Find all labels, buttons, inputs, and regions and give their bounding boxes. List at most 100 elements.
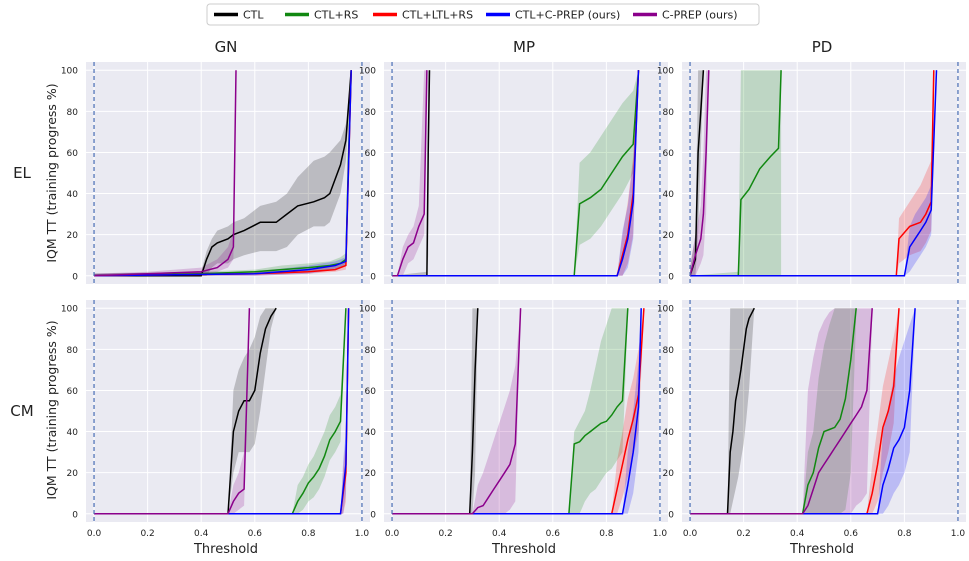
series-line [392,70,428,277]
confidence-band [690,70,934,276]
plot-area [391,62,661,284]
confidence-band [94,308,250,514]
x-tick-label: 0.0 [87,529,102,539]
x-tick-label: 0.2 [736,529,750,539]
confidence-band [690,70,782,276]
legend-label-c-prep: C-PREP (ours) [662,9,738,22]
x-axis-label-gn: Threshold [193,542,258,557]
panel-el-pd: 0 20 40 60 80 100 [657,62,966,284]
y-tick-label: 100 [657,305,674,315]
x-tick-label: 0.0 [385,529,400,539]
column-title-gn: GN [215,38,238,56]
x-tick-label: 0.6 [546,529,561,539]
panel-cm-gn: 0 20 40 60 80 100 0.0 0.2 0.4 0.6 0.8 1.0 [61,300,370,539]
x-tick-label: 1.0 [653,529,668,539]
row-label-cm: CM [10,402,33,420]
y-tick-label: 100 [359,305,376,315]
panel-el-mp: 0 20 40 60 80 100 [359,62,668,284]
x-axis-label-pd: Threshold [789,542,854,557]
y-tick-label: 0 [370,510,376,520]
y-tick-label: 40 [663,428,675,438]
series-line [392,70,640,277]
y-tick-label: 20 [663,469,675,479]
panel-el-gn: 0 20 40 60 80 100 [61,62,370,284]
panel-cm-pd: 0 20 40 60 80 100 0.0 0.2 0.4 0.6 0.8 1.0 [657,300,966,539]
legend-label-ctl: CTL [243,9,264,22]
y-tick-label: 80 [365,108,377,118]
y-tick-label: 60 [663,387,675,397]
panel-grid: 0 20 40 60 80 100 0 20 40 60 80 100 0 20 40 60 80 100 0 20 4… [61,62,966,539]
y-axis-label-top: IQM TT (training progress %) [44,83,59,262]
plot-background [86,62,370,284]
series-line [94,307,277,515]
legend-label-ctl-ltl-rs: CTL+LTL+RS [402,9,473,22]
y-tick-label: 60 [67,387,79,397]
plot-area [391,300,661,522]
y-tick-label: 100 [61,67,78,77]
series-line [392,70,640,277]
y-tick-label: 100 [657,67,674,77]
series-line [690,308,873,515]
row-label-el: EL [13,164,31,182]
y-axis-label-bottom: IQM TT (training progress %) [44,320,59,499]
series-line [94,308,251,515]
x-tick-label: 0.2 [438,529,452,539]
y-tick-label: 40 [663,190,675,200]
panel-cm-mp: 0 20 40 60 80 100 0.0 0.2 0.4 0.6 0.8 1.0 [359,300,668,539]
confidence-band [690,70,709,276]
y-tick-label: 100 [359,67,376,77]
x-tick-label: 0.4 [790,529,805,539]
legend-label-ctl-c-prep: CTL+C-PREP (ours) [515,9,620,22]
confidence-band [392,70,639,276]
x-axis-label-mp: Threshold [491,542,556,557]
plot-background [682,62,966,284]
y-tick-label: 0 [72,510,78,520]
confidence-band [690,308,857,514]
series-line [94,308,347,515]
y-tick-label: 60 [663,149,675,159]
series-line [690,70,782,277]
series-line [392,308,629,515]
legend: CTL CTL+RS CTL+LTL+RS CTL+C-PREP (ours) … [206,3,760,26]
series-line [690,308,900,515]
y-tick-label: 40 [67,428,79,438]
confidence-band [690,70,937,276]
y-tick-label: 80 [67,108,79,118]
confidence-band [94,70,352,276]
y-tick-label: 20 [67,231,79,241]
plot-background [384,300,668,522]
confidence-band [690,308,916,514]
plot-background [86,300,370,522]
x-tick-label: 0.4 [194,529,209,539]
plot-background [384,62,668,284]
series-line [392,308,522,515]
plot-area [93,300,363,522]
confidence-band [94,70,236,276]
x-tick-label: 0.0 [683,529,698,539]
plot-area [93,62,363,284]
series-line [690,308,857,515]
x-tick-label: 1.0 [355,529,370,539]
series-line [93,70,237,277]
confidence-band [392,308,644,514]
confidence-band [690,308,755,514]
legend-label-ctl-rs: CTL+RS [314,9,358,22]
x-tick-label: 1.0 [951,529,966,539]
series-line [93,70,352,277]
x-tick-label: 0.8 [301,529,316,539]
y-tick-label: 40 [365,190,377,200]
column-title-pd: PD [812,38,833,56]
column-title-mp: MP [513,38,535,56]
series-line [690,308,916,515]
confidence-band [690,308,873,514]
legend-frame [206,3,760,26]
y-tick-label: 60 [365,387,377,397]
y-tick-label: 80 [663,346,675,356]
y-tick-label: 0 [668,272,674,282]
y-tick-label: 80 [67,346,79,356]
y-tick-label: 20 [365,469,377,479]
plot-area [689,62,959,284]
series-line [689,70,710,276]
y-tick-label: 40 [67,190,79,200]
